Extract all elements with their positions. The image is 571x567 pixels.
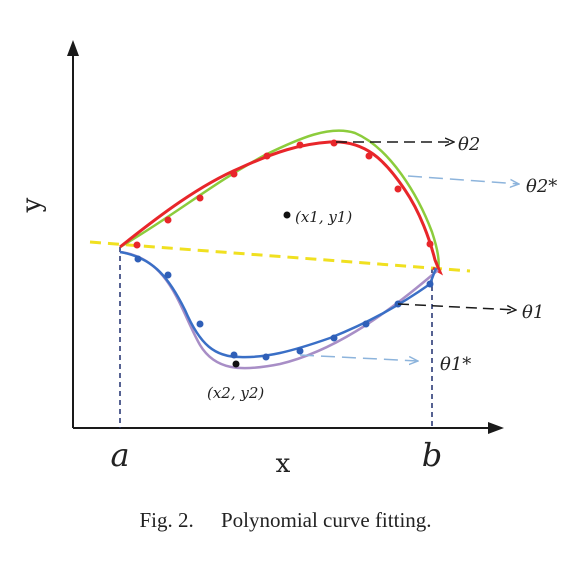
theta-1-arrow <box>397 303 516 310</box>
x-axis-label: x <box>276 449 291 479</box>
blue-point <box>230 351 238 359</box>
theta-1-star-arrow <box>299 354 418 361</box>
red-data-points <box>133 139 434 249</box>
figure-caption: Fig. 2. Polynomial curve fitting. <box>0 508 571 533</box>
theta-2-star-arrow <box>407 175 519 184</box>
y-axis-label: y <box>17 197 47 213</box>
blue-point <box>426 280 434 288</box>
theta-1-star-label: θ1* <box>440 354 471 375</box>
theta-1-label: θ1 <box>522 302 544 323</box>
blue-point <box>196 320 204 328</box>
red-point <box>296 141 304 149</box>
theta-2-star-label: θ2* <box>526 176 557 197</box>
point-2-marker <box>232 360 240 368</box>
chord-line <box>89 240 471 273</box>
point-2-label: (x2, y2) <box>207 384 264 402</box>
red-point <box>196 194 204 202</box>
red-point <box>164 216 172 224</box>
caption-label: Fig. 2. <box>139 508 194 532</box>
blue-point <box>362 320 370 328</box>
label-a: a <box>110 436 129 474</box>
point-1-label: (x1, y1) <box>295 208 352 226</box>
label-b: b <box>422 436 442 474</box>
blue-point <box>296 347 304 355</box>
blue-lower-curve <box>119 250 438 359</box>
red-point <box>263 152 271 160</box>
red-upper-curve <box>119 140 444 276</box>
point-1-marker <box>283 211 291 219</box>
red-point <box>365 152 373 160</box>
red-point <box>330 139 338 147</box>
red-point <box>394 185 402 193</box>
blue-point <box>134 255 142 263</box>
x-axis-arrowhead <box>488 422 504 434</box>
blue-point <box>164 271 172 279</box>
blue-point <box>262 353 270 361</box>
red-point <box>230 170 238 178</box>
caption-text: Polynomial curve fitting. <box>220 508 432 532</box>
blue-data-points <box>134 255 434 361</box>
y-axis-arrowhead <box>67 40 79 56</box>
blue-point <box>330 334 338 342</box>
red-point <box>426 240 434 248</box>
red-point <box>133 241 141 249</box>
theta-2-label: θ2 <box>458 134 480 155</box>
